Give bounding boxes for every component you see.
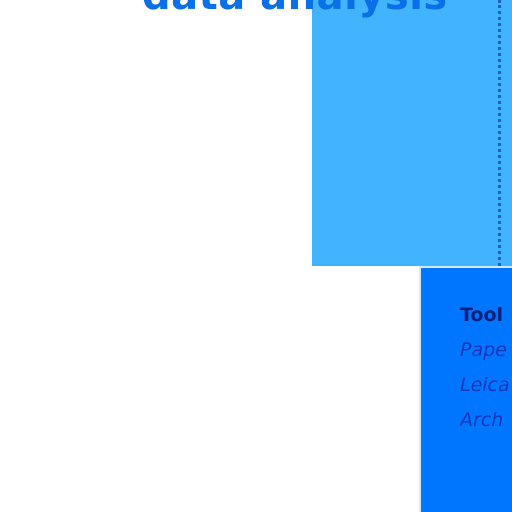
tools-item-paper: Pape [460,339,507,361]
dotted-divider [498,0,501,266]
tools-title: Tool [460,304,504,326]
tools-item-arch: Arch [460,409,504,431]
tools-list: Tool Pape Leica Arch [460,298,512,438]
light-blue-panel [312,0,512,266]
dark-blue-panel [419,266,512,512]
tools-item-leica: Leica [460,374,510,396]
section-heading: data analysis [142,0,448,18]
